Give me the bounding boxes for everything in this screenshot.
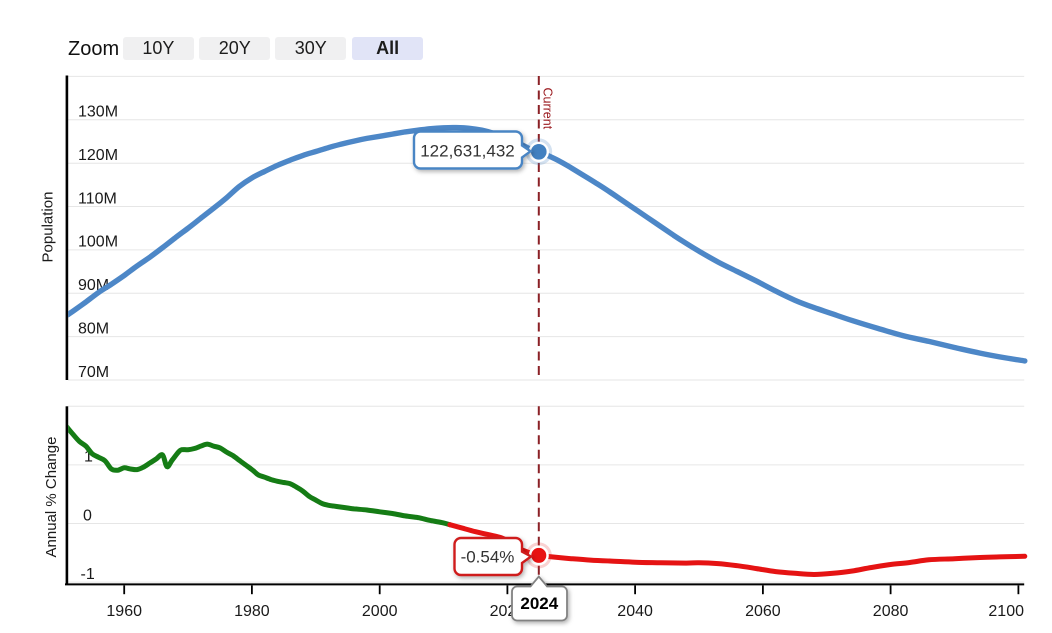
svg-text:122,631,432: 122,631,432 xyxy=(420,142,515,161)
svg-text:2040: 2040 xyxy=(617,603,653,620)
svg-text:110M: 110M xyxy=(78,190,117,207)
svg-text:2080: 2080 xyxy=(873,603,909,620)
svg-text:1980: 1980 xyxy=(234,603,270,620)
svg-text:100M: 100M xyxy=(78,234,118,251)
svg-text:2060: 2060 xyxy=(745,603,781,620)
svg-text:2024: 2024 xyxy=(520,594,558,613)
svg-text:80M: 80M xyxy=(78,320,109,337)
svg-text:1: 1 xyxy=(84,449,93,466)
svg-text:120M: 120M xyxy=(78,147,118,164)
svg-text:Annual % Change: Annual % Change xyxy=(43,437,60,558)
svg-text:Population: Population xyxy=(40,192,57,263)
svg-text:130M: 130M xyxy=(78,104,118,121)
svg-text:70M: 70M xyxy=(78,364,109,381)
svg-text:Current: Current xyxy=(541,88,555,130)
svg-text:0: 0 xyxy=(83,507,92,524)
svg-text:2100: 2100 xyxy=(988,603,1024,620)
svg-text:-1: -1 xyxy=(81,566,95,583)
svg-text:-0.54%: -0.54% xyxy=(461,548,515,567)
svg-text:1960: 1960 xyxy=(106,603,142,620)
svg-text:2000: 2000 xyxy=(362,603,398,620)
